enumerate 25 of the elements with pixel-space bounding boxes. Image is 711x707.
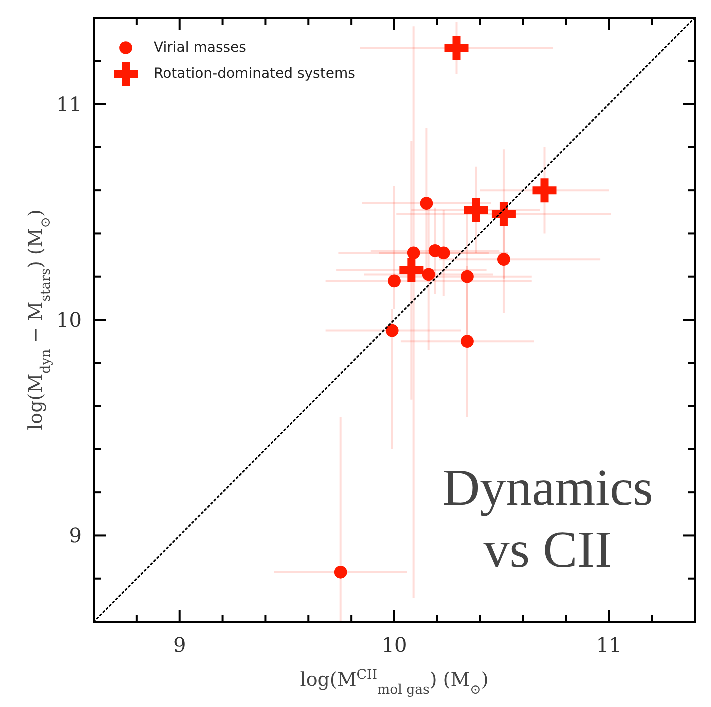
point — [464, 198, 488, 222]
legend-label: Rotation-dominated systems — [154, 66, 356, 82]
point — [492, 202, 516, 226]
point — [334, 566, 348, 579]
point — [461, 270, 474, 284]
y-tick-label: 11 — [56, 92, 82, 116]
x-tick-label: 9 — [173, 633, 186, 657]
legend-label: Virial masses — [154, 40, 246, 56]
point — [422, 268, 436, 282]
point — [407, 246, 420, 260]
point — [420, 197, 434, 210]
annotation: Dynamics vs CII — [442, 460, 654, 579]
x-axis-title: log(M$^{CII}$$_{mol gas}$) (M$_{⊙}$) — [300, 668, 489, 698]
point — [437, 246, 450, 260]
x-tick-label: 10 — [382, 633, 408, 657]
point — [388, 274, 401, 288]
y-tick-label: 10 — [56, 308, 82, 332]
point — [498, 253, 510, 266]
point — [444, 36, 469, 60]
point — [386, 324, 399, 338]
y-tick-label: 9 — [69, 524, 82, 548]
point — [461, 335, 474, 348]
point — [532, 178, 557, 203]
x-tick-label: 11 — [596, 633, 622, 657]
point — [400, 258, 424, 282]
